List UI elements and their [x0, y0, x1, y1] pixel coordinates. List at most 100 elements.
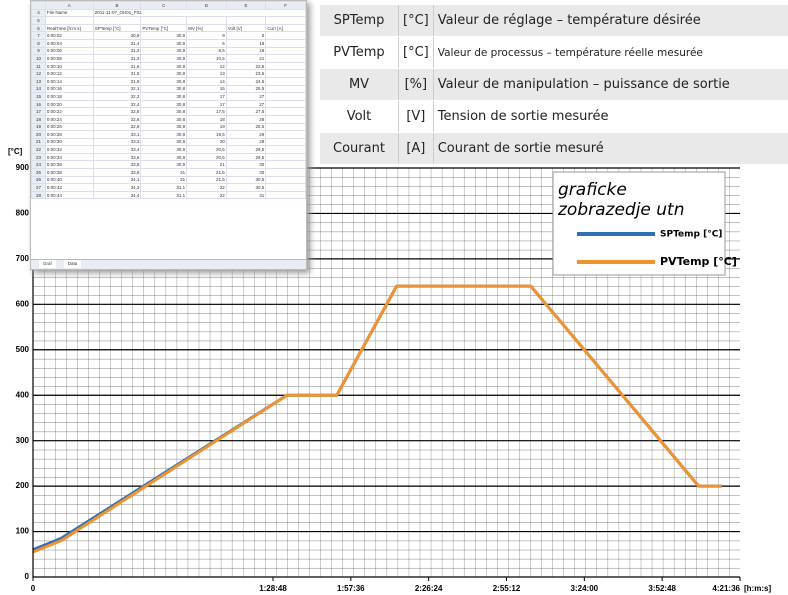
legend-table: SPTemp [°C] Valeur de réglage – températur… — [320, 5, 788, 165]
y-tick-label: 200 — [16, 481, 30, 490]
cell: 30,9 — [92, 31, 142, 40]
cell: 29,5 — [225, 145, 267, 154]
cell — [265, 190, 306, 200]
cell — [265, 152, 306, 162]
header-cell: RealTime [h:m:s] — [44, 23, 94, 33]
cell: 0:00:08 — [44, 54, 94, 63]
cell — [265, 168, 306, 177]
row-number: 9 — [31, 46, 46, 56]
data-row: 27 0:00:42 34,3 31,1 22 30,5 — [31, 183, 306, 192]
cell: 20,5 — [186, 152, 227, 162]
row-number: 8 — [31, 38, 46, 48]
cell: 27,5 — [225, 107, 267, 116]
cell — [265, 92, 306, 101]
cell: 21 — [225, 54, 267, 63]
cell: 31,6 — [92, 61, 142, 71]
x-tick-label: 2:55:12 — [493, 584, 521, 593]
name: PVTemp — [320, 36, 399, 69]
x-tick-label: 2:26:24 — [415, 584, 443, 593]
column-letter: B — [92, 1, 142, 10]
y-tick-label: 700 — [16, 254, 30, 263]
row-number: 19 — [31, 122, 46, 132]
legend-label: PVTemp [°C] — [660, 255, 737, 268]
cell: 0:00:16 — [44, 84, 94, 94]
cell: 0:00:06 — [44, 46, 94, 56]
row-number: 13 — [31, 76, 46, 86]
unit: [°C] — [398, 5, 434, 37]
cell: 12 — [186, 61, 227, 71]
sheet-tab: Graf — [39, 260, 56, 268]
row-number: 21 — [31, 137, 46, 147]
row-number: 25 — [31, 168, 46, 177]
legend-row: Volt [V] Tension de sortie mesurée — [320, 100, 788, 133]
cell — [265, 114, 306, 124]
row-number: 20 — [31, 130, 46, 139]
cell: 13 — [186, 69, 227, 78]
cell — [265, 145, 306, 154]
cell: 0:00:12 — [44, 69, 94, 78]
cell — [265, 160, 306, 170]
sheet-tab: Data — [63, 260, 82, 268]
cell: 31,5 — [92, 69, 142, 78]
data-row: 7 0:00:02 30,9 30,8 9 0 — [31, 31, 306, 40]
cell: 30,8 — [140, 137, 188, 147]
x-axis-unit: [h:m:s] — [744, 584, 771, 593]
cell: 2011-11-07_OH01_F02 — [92, 8, 306, 18]
cell: 30,8 — [140, 31, 188, 40]
cell: 19,5 — [186, 130, 227, 139]
cell: 0:00:30 — [44, 137, 94, 147]
data-row: 25 0:00:38 33,9 31 21,5 30 — [31, 168, 306, 177]
cell — [265, 137, 306, 147]
cell — [265, 84, 306, 94]
cell: 34,4 — [92, 190, 142, 200]
header-row: 6 RealTime [h:m:s] SPTemp [°C] PVTemp [°C] M… — [31, 23, 306, 33]
cell — [265, 107, 306, 116]
header-cell: Curr [A] — [265, 23, 306, 33]
cell: 0:00:18 — [44, 92, 94, 101]
cell: 22,5 — [225, 61, 267, 71]
cell: 30,8 — [140, 99, 188, 109]
cell: 32,1 — [92, 84, 142, 94]
cell: 32,2 — [92, 92, 142, 101]
cell: 32,6 — [92, 107, 142, 116]
cell: 21,5 — [186, 175, 227, 185]
row-number: 28 — [31, 190, 46, 200]
cell: 17 — [186, 99, 227, 109]
description: Valeur de processus – température réelle… — [433, 36, 788, 69]
column-letter: C — [140, 1, 188, 10]
cell: 0 — [225, 31, 267, 40]
data-row: 12 0:00:12 31,5 30,8 13 23,5 — [31, 69, 306, 78]
legend-row: SPTemp [°C] Valeur de réglage – températur… — [320, 5, 788, 37]
x-tick-label: 1:57:36 — [337, 584, 365, 593]
legend-row: PVTemp [°C] Valeur de processus – températ… — [320, 36, 788, 69]
cell: 31,3 — [92, 54, 142, 63]
cell: 30,8 — [140, 46, 188, 56]
cell: 31,3 — [92, 46, 142, 56]
cell: 34,3 — [92, 183, 142, 192]
data-row: 23 0:00:34 33,6 30,8 20,5 29,5 — [31, 152, 306, 162]
description: Valeur de réglage – température désirée — [433, 5, 788, 37]
column-letter: D — [186, 1, 227, 10]
row-number: 16 — [31, 99, 46, 109]
data-row: 13 0:00:14 31,9 30,8 14 24,5 — [31, 76, 306, 86]
row-number: 4 — [31, 8, 46, 18]
cell: 0:00:36 — [44, 160, 94, 170]
cell: 25,5 — [225, 84, 267, 94]
cell: 30,8 — [140, 61, 188, 71]
x-tick-label: 3:24:00 — [571, 584, 599, 593]
data-row: 10 0:00:08 31,3 30,8 10,5 21 — [31, 54, 306, 63]
cell: 31 — [225, 190, 267, 200]
cell: 30,8 — [140, 114, 188, 124]
cell: 30,5 — [225, 175, 267, 185]
cell: 0:00:22 — [44, 107, 94, 116]
cell: 30,8 — [140, 84, 188, 94]
cell: 0:00:42 — [44, 183, 94, 192]
cell: 32,4 — [92, 99, 142, 109]
row-number: 6 — [31, 23, 46, 33]
data-row: 15 0:00:18 32,2 30,8 17 27 — [31, 92, 306, 101]
cell: 27 — [225, 92, 267, 101]
cell — [265, 38, 306, 48]
row-number: 26 — [31, 175, 46, 185]
description: Tension de sortie mesurée — [433, 100, 788, 133]
cell: 21 — [186, 160, 227, 170]
